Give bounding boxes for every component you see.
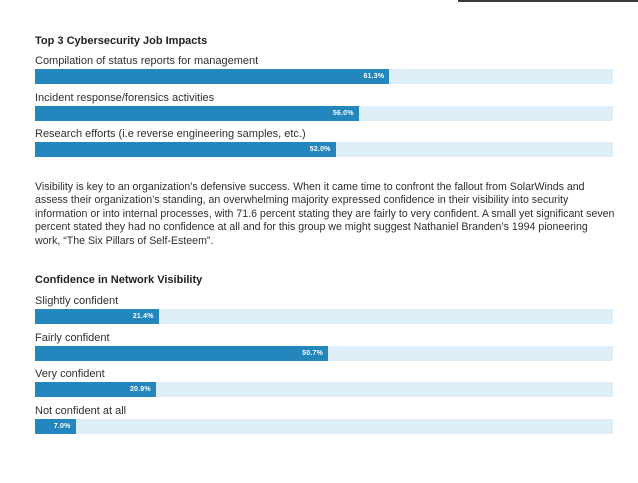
bar-row: Incident response/forensics activities 56… bbox=[35, 91, 613, 128]
bar-category-label: Slightly confident bbox=[35, 295, 119, 307]
body-paragraph: Visibility is key to an organization’s d… bbox=[35, 181, 615, 247]
chart-rows: Compilation of status reports for manage… bbox=[35, 54, 613, 164]
bar: 61.3% bbox=[35, 69, 390, 84]
bar-track: 50.7% bbox=[35, 345, 613, 361]
bar-category-label: Fairly confident bbox=[35, 331, 110, 344]
job-impacts-chart: Top 3 Cybersecurity Job Impacts Compilat… bbox=[35, 34, 613, 164]
bar-row: Fairly confident 50.7% bbox=[35, 331, 613, 368]
top-divider bbox=[458, 0, 638, 2]
bar: 50.7% bbox=[35, 345, 328, 361]
chart-rows: Slightly confident 21.4% Fairly confident 5… bbox=[35, 294, 613, 440]
bar-row: Compilation of status reports for manage… bbox=[35, 54, 613, 91]
chart-title: Confidence in Network Visibility bbox=[35, 274, 203, 286]
bar-row: Research efforts (i.e reverse engineerin… bbox=[35, 127, 613, 164]
bar: 7.0% bbox=[35, 418, 76, 434]
bar-category-label: Very confident bbox=[35, 368, 105, 380]
bar: 52.0% bbox=[35, 142, 336, 157]
bar: 20.9% bbox=[35, 382, 156, 397]
bar-track: 52.0% bbox=[35, 142, 613, 157]
bar-track: 21.4% bbox=[35, 309, 613, 324]
bar-value-label: 61.3% bbox=[363, 73, 385, 80]
bar-track: 7.0% bbox=[35, 418, 613, 434]
bar-value-label: 21.4% bbox=[132, 313, 154, 320]
bar-category-label: Research efforts (i.e reverse engineerin… bbox=[35, 128, 306, 140]
bar: 21.4% bbox=[35, 309, 159, 324]
bar-category-label: Not confident at all bbox=[35, 404, 127, 417]
bar-value-label: 50.7% bbox=[302, 349, 323, 357]
bar-category-label: Incident response/forensics activities bbox=[35, 91, 215, 104]
bar-track: 56.0% bbox=[35, 105, 613, 121]
bar-row: Slightly confident 21.4% bbox=[35, 294, 613, 331]
network-visibility-chart: Confidence in Network Visibility Slightl… bbox=[35, 273, 613, 440]
bar-value-label: 52.0% bbox=[309, 146, 331, 153]
bar-track: 61.3% bbox=[35, 69, 613, 84]
bar-value-label: 7.0% bbox=[53, 422, 71, 430]
bar-value-label: 20.9% bbox=[129, 386, 151, 393]
bar-row: Very confident 20.9% bbox=[35, 367, 613, 404]
bar-row: Not confident at all 7.0% bbox=[35, 404, 613, 441]
bar: 56.0% bbox=[35, 105, 359, 121]
bar-track: 20.9% bbox=[35, 382, 613, 397]
bar-value-label: 56.0% bbox=[332, 109, 354, 117]
chart-title: Top 3 Cybersecurity Job Impacts bbox=[35, 35, 208, 47]
bar-category-label: Compilation of status reports for manage… bbox=[35, 55, 259, 67]
